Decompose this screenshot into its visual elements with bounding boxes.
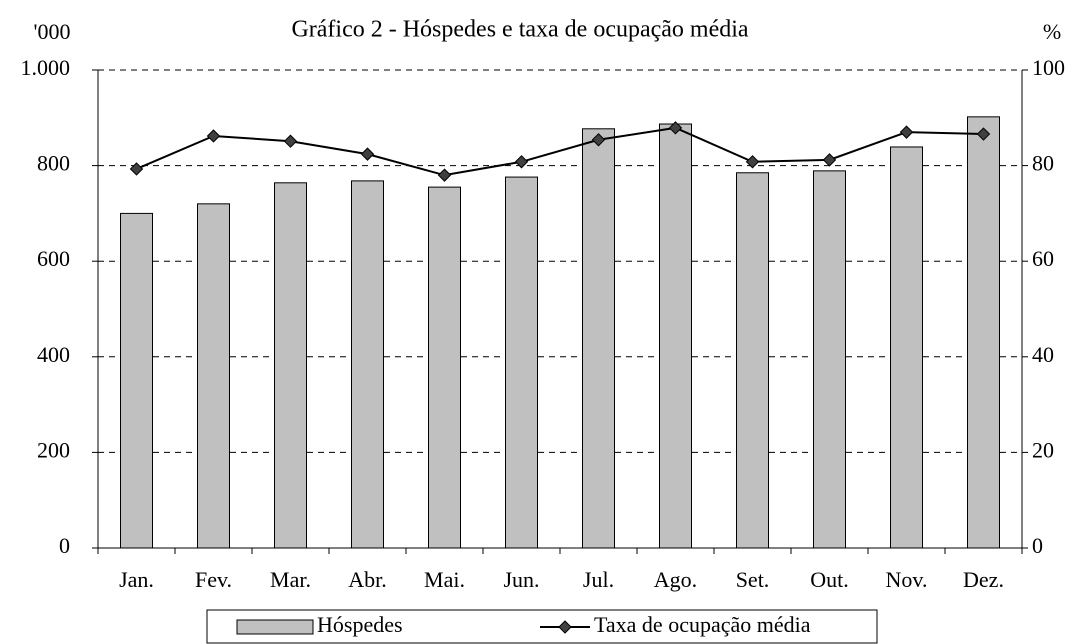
- x-tick-label: Jul.: [583, 567, 614, 592]
- line-marker: [437, 168, 452, 182]
- y-tick-label: 400: [37, 342, 70, 367]
- bar: [274, 182, 307, 549]
- x-tick-label: Out.: [810, 567, 849, 592]
- line-marker: [514, 155, 529, 169]
- line: [136, 126, 984, 177]
- bar: [197, 203, 230, 549]
- x-tick-label: Jan.: [119, 567, 154, 592]
- y-tick-label: 200: [37, 437, 70, 462]
- x-tick-label: Fev.: [195, 567, 232, 592]
- x-tick-label: Abr.: [348, 567, 387, 592]
- x-tick-label: Dez.: [963, 567, 1004, 592]
- line-marker: [206, 129, 221, 143]
- y-tick-label: 600: [37, 246, 70, 271]
- line-marker: [668, 121, 683, 135]
- chart-title: Gráfico 2 - Hóspedes e taxa de ocupação …: [291, 17, 748, 43]
- legend-label: Taxa de ocupação média: [594, 612, 811, 637]
- legend-marker: [558, 620, 572, 634]
- line-marker: [591, 133, 606, 147]
- line-marker: [129, 162, 144, 176]
- bar: [736, 172, 769, 549]
- y2-tick-label: 20: [1032, 437, 1054, 462]
- bar: [890, 146, 923, 549]
- bar: [582, 128, 615, 549]
- y2-tick-label: 80: [1032, 151, 1054, 176]
- y2-tick-label: 100: [1032, 55, 1065, 80]
- bar: [659, 123, 692, 549]
- x-tick-label: Set.: [736, 567, 770, 592]
- y-axis-unit: '000: [34, 19, 71, 44]
- bar: [351, 180, 384, 549]
- bar: [505, 176, 538, 549]
- line-marker: [899, 125, 914, 139]
- y-tick-label: 0: [59, 533, 70, 558]
- line-marker: [822, 153, 837, 167]
- y-tick-label: 1.000: [21, 55, 71, 80]
- bar: [120, 212, 153, 549]
- x-tick-label: Ago.: [654, 567, 697, 592]
- bar: [813, 170, 846, 549]
- x-tick-label: Nov.: [886, 567, 928, 592]
- x-tick-label: Mar.: [270, 567, 311, 592]
- y2-tick-label: 0: [1032, 533, 1043, 558]
- legend-label: Hóspedes: [317, 612, 403, 637]
- bar: [967, 116, 1000, 549]
- y2-tick-label: 40: [1032, 342, 1054, 367]
- x-tick-label: Jun.: [503, 567, 539, 592]
- bar: [428, 186, 461, 549]
- y-tick-label: 800: [37, 151, 70, 176]
- y2-tick-label: 60: [1032, 246, 1054, 271]
- y2-axis-unit: %: [1043, 19, 1061, 44]
- line-marker: [976, 127, 991, 141]
- line-marker: [283, 134, 298, 148]
- line-marker: [745, 155, 760, 169]
- x-tick-label: Mai.: [424, 567, 465, 592]
- line-marker: [360, 147, 375, 161]
- legend-swatch: [236, 619, 314, 635]
